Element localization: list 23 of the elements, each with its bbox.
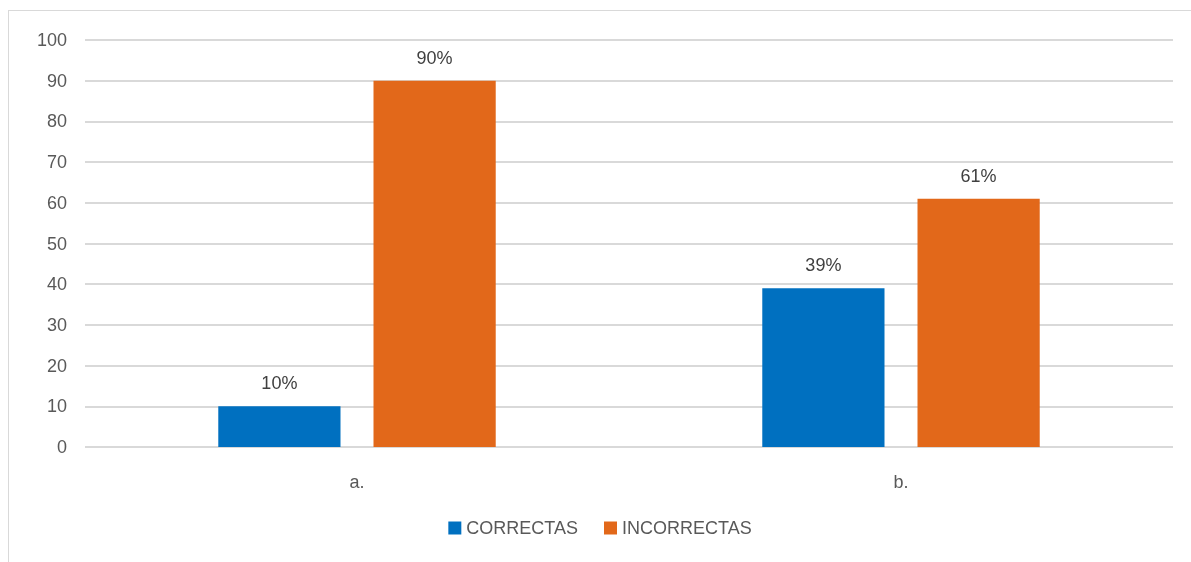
- bar: [373, 80, 496, 447]
- y-tick-label: 60: [46, 192, 67, 213]
- legend-label: CORRECTAS: [466, 518, 579, 538]
- bar: [218, 406, 341, 447]
- bar: [917, 198, 1040, 447]
- y-tick-label: 70: [46, 152, 67, 173]
- y-tick-label: 90: [46, 70, 67, 91]
- legend-label: INCORRECTAS: [622, 518, 752, 538]
- y-tick-label: 30: [46, 314, 67, 335]
- data-label: 10%: [261, 373, 298, 394]
- bar: [762, 288, 885, 447]
- data-label: 90%: [416, 47, 453, 68]
- y-tick-label: 80: [46, 111, 67, 132]
- x-tick-label: a.: [349, 472, 365, 492]
- y-tick-label: 10: [46, 396, 67, 417]
- y-tick-label: 100: [36, 30, 67, 50]
- data-label: 39%: [805, 255, 842, 276]
- x-tick-label: b.: [893, 472, 909, 492]
- y-tick-label: 40: [46, 274, 67, 295]
- y-tick-label: 0: [56, 437, 67, 457]
- y-tick-label: 20: [46, 355, 67, 376]
- y-tick-label: 50: [46, 233, 67, 254]
- data-label: 61%: [960, 165, 997, 186]
